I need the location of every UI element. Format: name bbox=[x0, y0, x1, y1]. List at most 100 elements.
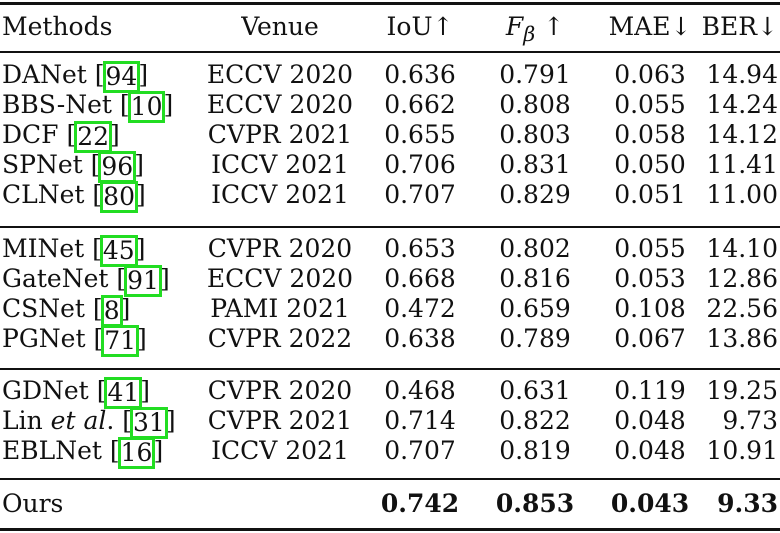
citation-link[interactable]: 8 bbox=[100, 295, 123, 327]
citation-link[interactable]: 22 bbox=[74, 121, 113, 153]
header-rule bbox=[0, 51, 780, 53]
table-row: DCF [22] CVPR 2021 0.655 0.803 0.058 14.… bbox=[0, 120, 780, 153]
ber-cell: 19.25 bbox=[706, 376, 778, 405]
fbeta-cell: 0.802 bbox=[499, 234, 571, 263]
table-row: Lin et al. [31] CVPR 2021 0.714 0.822 0.… bbox=[0, 406, 780, 439]
mae-cell: 0.063 bbox=[614, 60, 686, 89]
citation-link[interactable]: 10 bbox=[127, 91, 166, 123]
mae-cell: 0.043 bbox=[610, 489, 690, 518]
venue-cell: ECCV 2020 bbox=[206, 264, 354, 293]
citation-link[interactable]: 41 bbox=[104, 377, 143, 409]
fbeta-cell: 0.831 bbox=[499, 150, 571, 179]
venue-cell: ECCV 2020 bbox=[206, 60, 354, 89]
header-fbeta: Fβ ↑ bbox=[505, 12, 565, 46]
citation-link[interactable]: 31 bbox=[130, 407, 168, 439]
ber-cell: 22.56 bbox=[706, 294, 778, 323]
citation-link[interactable]: 96 bbox=[98, 151, 137, 183]
fbeta-cell: 0.829 bbox=[499, 180, 571, 209]
mae-cell: 0.051 bbox=[614, 180, 686, 209]
table-row: PGNet [71] CVPR 2022 0.638 0.789 0.067 1… bbox=[0, 324, 780, 357]
iou-cell: 0.655 bbox=[384, 120, 456, 149]
fbeta-cell: 0.659 bbox=[499, 294, 571, 323]
iou-cell: 0.668 bbox=[384, 264, 456, 293]
table-row: CLNet [80] ICCV 2021 0.707 0.829 0.051 1… bbox=[0, 180, 780, 213]
method-cell: DCF [22] bbox=[2, 120, 120, 153]
fbeta-cell: 0.853 bbox=[495, 489, 575, 518]
table-row: GateNet [91] ECCV 2020 0.668 0.816 0.053… bbox=[0, 264, 780, 297]
venue-cell: ICCV 2021 bbox=[211, 180, 349, 209]
mae-cell: 0.055 bbox=[614, 234, 686, 263]
ber-cell: 9.73 bbox=[722, 406, 778, 435]
table-row: EBLNet [16] ICCV 2021 0.707 0.819 0.048 … bbox=[0, 436, 780, 469]
fbeta-cell: 0.791 bbox=[499, 60, 571, 89]
method-cell: SPNet [96] bbox=[2, 150, 144, 183]
method-cell: MINet [45] bbox=[2, 234, 146, 267]
venue-cell: ECCV 2020 bbox=[206, 90, 354, 119]
method-cell: DANet [94] bbox=[2, 60, 149, 93]
table-row: BBS-Net [10] ECCV 2020 0.662 0.808 0.055… bbox=[0, 90, 780, 123]
iou-cell: 0.706 bbox=[384, 150, 456, 179]
ber-cell: 14.94 bbox=[706, 60, 778, 89]
citation-link[interactable]: 71 bbox=[101, 325, 140, 357]
mae-cell: 0.067 bbox=[614, 324, 686, 353]
venue-cell: ICCV 2021 bbox=[211, 436, 349, 465]
method-cell: Lin et al. [31] bbox=[2, 406, 176, 439]
venue-cell: CVPR 2022 bbox=[207, 324, 353, 353]
ber-cell: 11.41 bbox=[706, 150, 778, 179]
iou-cell: 0.714 bbox=[384, 406, 456, 435]
mae-cell: 0.048 bbox=[614, 406, 686, 435]
table-row: SPNet [96] ICCV 2021 0.706 0.831 0.050 1… bbox=[0, 150, 780, 183]
method-cell: GDNet [41] bbox=[2, 376, 151, 409]
fbeta-cell: 0.819 bbox=[499, 436, 571, 465]
fbeta-cell: 0.789 bbox=[499, 324, 571, 353]
ours-divider bbox=[0, 478, 780, 480]
venue-cell: CVPR 2020 bbox=[207, 376, 353, 405]
header-mae: MAE↓ bbox=[608, 12, 692, 41]
mae-cell: 0.053 bbox=[614, 264, 686, 293]
citation-link[interactable]: 16 bbox=[117, 437, 156, 469]
citation-link[interactable]: 91 bbox=[124, 265, 162, 297]
ber-cell: 11.00 bbox=[706, 180, 778, 209]
ber-cell: 14.24 bbox=[706, 90, 778, 119]
mae-cell: 0.048 bbox=[614, 436, 686, 465]
citation-link[interactable]: 80 bbox=[100, 181, 138, 213]
group-divider bbox=[0, 368, 780, 370]
fbeta-cell: 0.808 bbox=[499, 90, 571, 119]
mae-cell: 0.108 bbox=[614, 294, 686, 323]
header-venue: Venue bbox=[241, 12, 319, 41]
top-rule bbox=[0, 2, 780, 5]
iou-cell: 0.707 bbox=[384, 436, 456, 465]
iou-cell: 0.468 bbox=[384, 376, 456, 405]
method-cell: BBS-Net [10] bbox=[2, 90, 174, 123]
iou-cell: 0.638 bbox=[384, 324, 456, 353]
method-cell: PGNet [71] bbox=[2, 324, 147, 357]
ber-cell: 14.12 bbox=[706, 120, 778, 149]
method-cell: CLNet [80] bbox=[2, 180, 146, 213]
fbeta-cell: 0.803 bbox=[499, 120, 571, 149]
table-row: MINet [45] CVPR 2020 0.653 0.802 0.055 1… bbox=[0, 234, 780, 267]
iou-cell: 0.636 bbox=[384, 60, 456, 89]
iou-cell: 0.472 bbox=[384, 294, 456, 323]
venue-cell: CVPR 2020 bbox=[207, 234, 353, 263]
ber-cell: 9.33 bbox=[717, 489, 778, 518]
iou-cell: 0.707 bbox=[384, 180, 456, 209]
bottom-rule bbox=[0, 528, 780, 531]
fbeta-cell: 0.816 bbox=[499, 264, 571, 293]
ber-cell: 12.86 bbox=[706, 264, 778, 293]
iou-cell: 0.653 bbox=[384, 234, 456, 263]
mae-cell: 0.058 bbox=[614, 120, 686, 149]
group-divider bbox=[0, 226, 780, 228]
method-cell: Ours bbox=[2, 489, 64, 518]
venue-cell: CVPR 2021 bbox=[207, 406, 353, 435]
table-row: GDNet [41] CVPR 2020 0.468 0.631 0.119 1… bbox=[0, 376, 780, 409]
header-methods: Methods bbox=[2, 12, 113, 41]
fbeta-cell: 0.631 bbox=[499, 376, 571, 405]
citation-link[interactable]: 94 bbox=[102, 61, 141, 93]
citation-link[interactable]: 45 bbox=[99, 235, 138, 267]
fbeta-cell: 0.822 bbox=[499, 406, 571, 435]
method-cell: EBLNet [16] bbox=[2, 436, 164, 469]
method-cell: CSNet [8] bbox=[2, 294, 131, 327]
ber-cell: 10.91 bbox=[706, 436, 778, 465]
venue-cell: ICCV 2021 bbox=[211, 150, 349, 179]
